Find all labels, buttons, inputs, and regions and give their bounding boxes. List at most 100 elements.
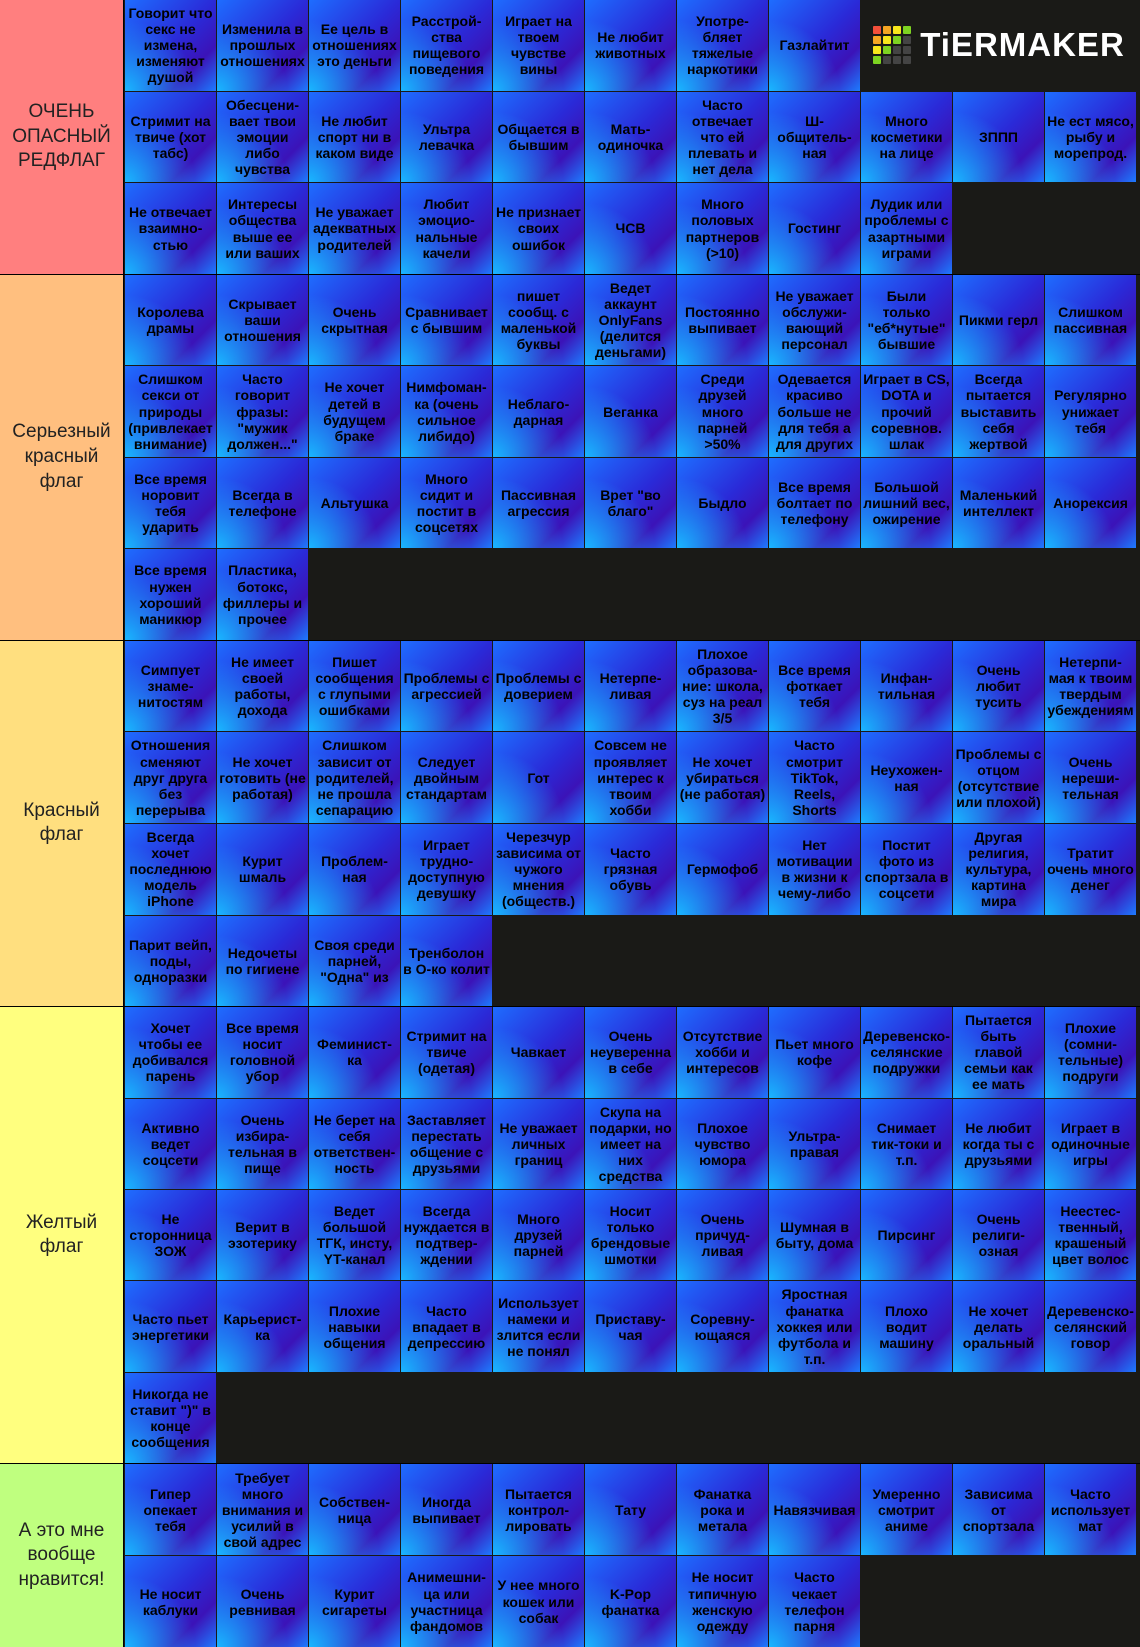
- tier-item: Пирсинг: [861, 1190, 952, 1280]
- tier-item: Очень ревнивая: [217, 1556, 308, 1647]
- tier-item: Не любит спорт ни в каком виде: [309, 92, 400, 183]
- tier-item: Часто чекает телефон парня: [769, 1556, 860, 1647]
- tier-item: Отношения сменяют друг друга без перерыв…: [125, 732, 216, 823]
- tier-item: Расстрой-ства пищевого поведения: [401, 0, 492, 91]
- tier-item: Не любит животных: [585, 0, 676, 91]
- tier-item: Все время фоткает тебя: [769, 641, 860, 732]
- tier-item: Пикми герл: [953, 275, 1044, 366]
- tier-items: Гипер опекает тебя Требует много внимания…: [124, 1464, 1140, 1647]
- tier-item: Одевается красиво больше не для тебя а д…: [769, 366, 860, 457]
- tier-item: Следует двойным стандартам: [401, 732, 492, 823]
- tier-item: Стримит на твиче (хот табс): [125, 92, 216, 183]
- tier-item: Часто говорит фразы: "мужик должен...": [217, 366, 308, 457]
- tier-item: Пытается быть главой семьи как ее мать: [953, 1007, 1044, 1097]
- tier-item: Не любит когда ты с друзьями: [953, 1099, 1044, 1189]
- tier-item: Собствен-ница: [309, 1464, 400, 1555]
- tier-item: Очень любит тусить: [953, 641, 1044, 732]
- tier-item: Своя среди парней, "Одна" из: [309, 916, 400, 1007]
- tier-item: Не носит типичную женскую одежду: [677, 1556, 768, 1647]
- tier-item: Очень причуд-ливая: [677, 1190, 768, 1280]
- tier-item: ЧСВ: [585, 183, 676, 274]
- tier-item: Играет в одиночные игры: [1045, 1099, 1136, 1189]
- tier-item: Не ест мясо, рыбу и морепрод.: [1045, 92, 1136, 183]
- tier-items: Хочет чтобы ее добивался парень Все время…: [124, 1007, 1140, 1464]
- tier-item: Парит вейп, поды, одноразки: [125, 916, 216, 1007]
- tier-items: Симпует знаме-нитостям Не имеет своей раб…: [124, 640, 1140, 1007]
- tier-item: Общается в бывшим: [493, 92, 584, 183]
- tier-item: Тату: [585, 1464, 676, 1555]
- tier-item: Не хочет убираться (не работая): [677, 732, 768, 823]
- tier-item: Навязчивая: [769, 1464, 860, 1555]
- tier-item: Умеренно смотрит аниме: [861, 1464, 952, 1555]
- tier-row: А это мне вообще нравится! Гипер опекает …: [0, 1464, 1140, 1647]
- tier-item: Соревну-ющаяся: [677, 1281, 768, 1371]
- tier-item: Ее цель в отношениях это деньги: [309, 0, 400, 91]
- tier-item: Часто пьет энергетики: [125, 1281, 216, 1371]
- tier-item: Активно ведет соцсети: [125, 1099, 216, 1189]
- tier-item: Часто впадает в депрессию: [401, 1281, 492, 1371]
- tier-item: Ультра левачка: [401, 92, 492, 183]
- tier-item: Зависима от спортзала: [953, 1464, 1044, 1555]
- tier-item: Играет трудно-доступную девушку: [401, 824, 492, 915]
- tier-item: Хочет чтобы ее добивался парень: [125, 1007, 216, 1097]
- tier-item: Пластика, ботокс, филлеры и прочее: [217, 549, 308, 640]
- tier-item: Лудик или проблемы с азартными играми: [861, 183, 952, 274]
- tier-item: Много сидит и постит в соцсетях: [401, 458, 492, 549]
- tier-item: Фанатка рока и метала: [677, 1464, 768, 1555]
- tier-item: Всегда пытается выставить себя жертвой: [953, 366, 1044, 457]
- tier-item: Всегда нуждается в подтвер-ждении: [401, 1190, 492, 1280]
- tier-item: K-Pop фанатка: [585, 1556, 676, 1647]
- tier-item: Ш-общитель-ная: [769, 92, 860, 183]
- tier-item: Нимфоман-ка (очень сильное либидо): [401, 366, 492, 457]
- tier-item: Не отвечает взаимно-стью: [125, 183, 216, 274]
- tier-item: Не носит каблуки: [125, 1556, 216, 1647]
- tier-item: Плохое чувство юмора: [677, 1099, 768, 1189]
- tier-item: Носит только брендовые шмотки: [585, 1190, 676, 1280]
- tier-item: Феминист-ка: [309, 1007, 400, 1097]
- logo-text: TiERMAKER: [920, 26, 1125, 64]
- tier-item: Очень избира-тельная в пище: [217, 1099, 308, 1189]
- tier-item: Приставу-чая: [585, 1281, 676, 1371]
- tier-label: Красный флаг: [0, 640, 124, 1007]
- tier-item: Не уважает обслужи-вающий персонал: [769, 275, 860, 366]
- tier-item: Тренболон в О-ко колит: [401, 916, 492, 1007]
- tier-item: Ведет аккаунт OnlyFans (делится деньгами…: [585, 275, 676, 366]
- tier-row: Красный флаг Симпует знаме-нитостям Не име…: [0, 640, 1140, 1008]
- tier-item: Плохое образова-ние: школа, суз на реал …: [677, 641, 768, 732]
- tier-item: Не хочет делать оральный: [953, 1281, 1044, 1371]
- tier-item: Очень религи-озная: [953, 1190, 1044, 1280]
- tier-item: Нетерпи-мая к твоим твердым убеждениям: [1045, 641, 1136, 732]
- tier-item: Все время носит головной убор: [217, 1007, 308, 1097]
- tier-item: Иногда выпивает: [401, 1464, 492, 1555]
- tier-item: Были только "еб*нутые" бывшие: [861, 275, 952, 366]
- tier-item: Не хочет детей в будущем браке: [309, 366, 400, 457]
- tier-item: Часто отвечает что ей плевать и нет дела: [677, 92, 768, 183]
- tier-item: Часто использует мат: [1045, 1464, 1136, 1555]
- tier-row: ОЧЕНЬ ОПАСНЫЙ РЕДФЛАГ TiERMAKER Говорит чт…: [0, 0, 1140, 275]
- tier-item: Анорексия: [1045, 458, 1136, 549]
- tier-item: Среди друзей много парней >50%: [677, 366, 768, 457]
- tier-item: Проблемы с доверием: [493, 641, 584, 732]
- tier-item: Пьет много кофе: [769, 1007, 860, 1097]
- tier-item: Курит шмаль: [217, 824, 308, 915]
- tier-item: Регулярно унижает тебя: [1045, 366, 1136, 457]
- tier-item: Заставляет перестать общение с друзьями: [401, 1099, 492, 1189]
- tier-item: Любит эмоцио-нальные качели: [401, 183, 492, 274]
- tier-item: Гот: [493, 732, 584, 823]
- logo-icon: [873, 26, 912, 65]
- tier-item: Неухожен-ная: [861, 732, 952, 823]
- tier-item: Газлайтит: [769, 0, 860, 91]
- tier-item: Очень нереши-тельная: [1045, 732, 1136, 823]
- tier-item: Не имеет своей работы, дохода: [217, 641, 308, 732]
- tier-item: Недочеты по гигиене: [217, 916, 308, 1007]
- tier-item: Маленький интеллект: [953, 458, 1044, 549]
- tier-item: Пассивная агрессия: [493, 458, 584, 549]
- tier-item: Пишет сообщения с глупыми ошибками: [309, 641, 400, 732]
- tier-item: Слишком пассивная: [1045, 275, 1136, 366]
- tier-item: Слишком зависит от родителей, не прошла …: [309, 732, 400, 823]
- tier-item: Плохо водит машину: [861, 1281, 952, 1371]
- tier-label: А это мне вообще нравится!: [0, 1464, 124, 1647]
- tier-item: Проблем-ная: [309, 824, 400, 915]
- tier-item: Не берет на себя ответствен-ность: [309, 1099, 400, 1189]
